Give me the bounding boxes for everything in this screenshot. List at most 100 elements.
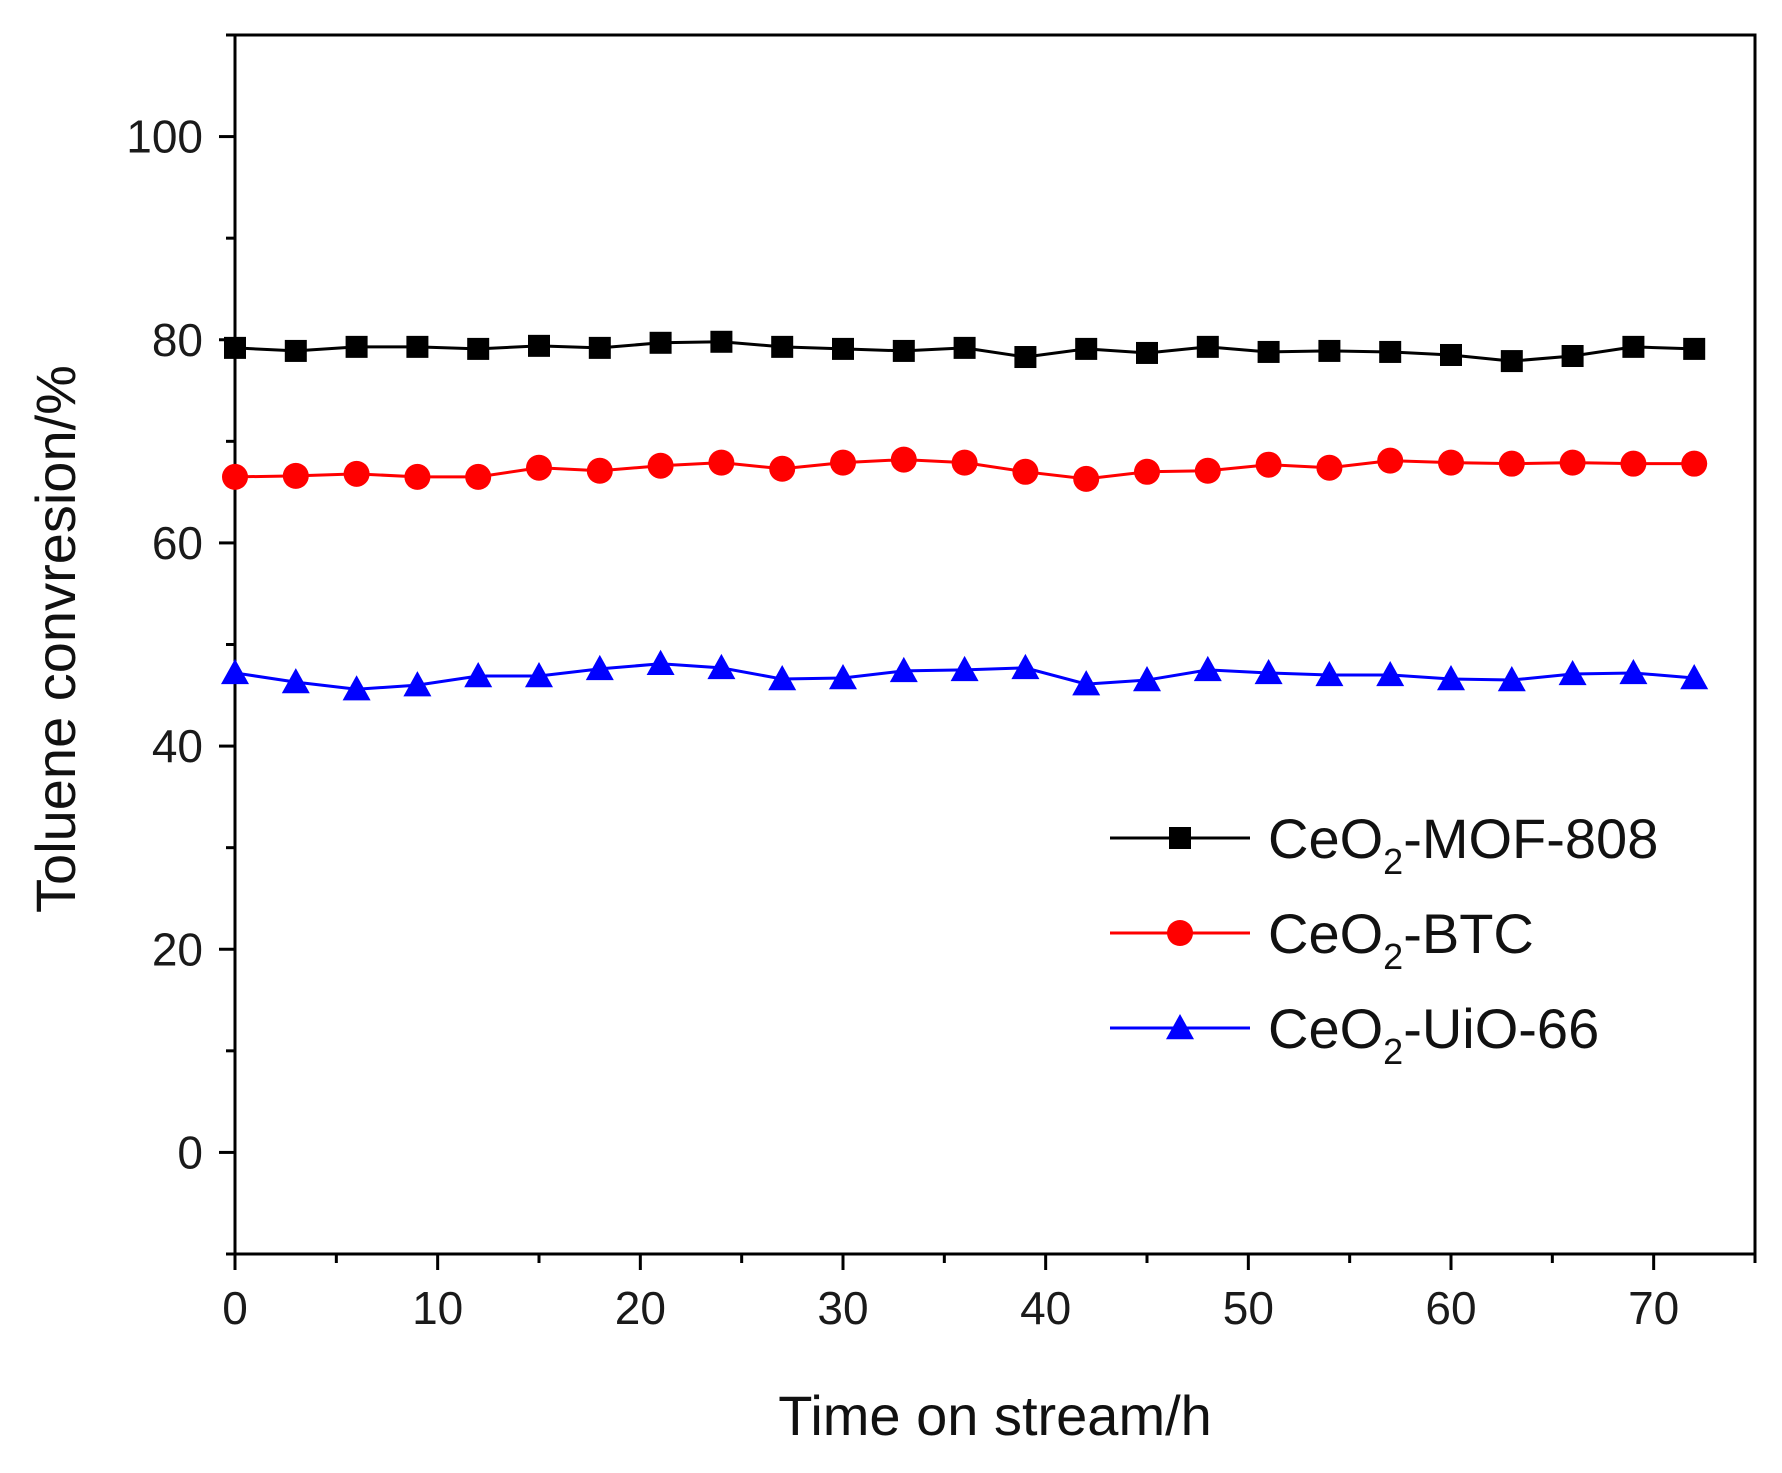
data-point [832,337,854,360]
data-point [950,655,979,682]
data-point [1440,343,1462,366]
data-point [526,454,552,481]
data-point [467,337,490,360]
data-point [1196,335,1219,358]
data-point [1620,450,1647,477]
data-point [528,334,550,357]
data-point [1438,449,1464,476]
data-point [1134,458,1160,485]
data-point [282,462,309,489]
legend-marker [1169,827,1191,849]
data-point [342,675,371,701]
data-point [710,330,733,353]
legend: CeO2-MOF-808 CeO2-BTC CeO2-UiO-66 [1110,807,1658,1072]
data-point [224,336,246,359]
data-point [585,654,614,681]
data-point [222,463,248,490]
data-point [1133,666,1161,692]
data-point [1558,659,1587,686]
data-point [1136,341,1158,364]
x-tick-label: 0 [222,1282,248,1334]
data-point [1318,339,1341,362]
data-point [281,668,310,694]
data-point [1498,450,1525,477]
series-0 [224,330,1706,373]
data-point [1315,660,1344,687]
data-point [1681,450,1708,477]
legend-label: CeO2-UiO-66 [1268,997,1599,1072]
data-point [890,446,917,473]
y-tick-label: 60 [152,517,203,569]
data-point [1073,465,1100,492]
legend-label: CeO2-BTC [1268,902,1534,977]
data-point [525,661,553,688]
x-tick-label: 60 [1425,1282,1476,1334]
y-tick-label: 0 [177,1126,203,1178]
data-point [1622,335,1645,358]
data-point [1011,653,1040,680]
x-tick-label: 70 [1628,1282,1679,1334]
data-point [1683,337,1706,360]
legend-item: CeO2-MOF-808 [1110,807,1658,882]
data-point [1437,665,1465,691]
series-1 [222,446,1708,492]
data-point [889,656,918,683]
data-point [464,661,493,688]
data-point [647,452,674,479]
data-point [646,649,675,676]
data-point [951,449,978,476]
data-point [1255,451,1282,478]
legend-item: CeO2-UiO-66 [1110,997,1599,1072]
x-tick-label: 30 [817,1282,868,1334]
x-tick-label: 50 [1223,1282,1274,1334]
data-point [1014,346,1037,369]
data-point [830,449,856,476]
legend-item: CeO2-BTC [1110,902,1534,977]
data-point [406,335,429,358]
x-tick-label: 10 [412,1282,463,1334]
x-tick-label: 40 [1020,1282,1071,1334]
data-point [1072,670,1101,696]
data-point [1257,340,1280,363]
y-tick-label: 80 [152,314,203,366]
data-point [284,339,307,362]
data-point [404,463,431,490]
data-point [768,665,797,691]
data-point [221,658,249,685]
plot-frame [233,33,1757,1256]
data-point [1012,458,1039,485]
legend-label: CeO2-MOF-808 [1268,807,1658,882]
data-point [586,457,613,484]
y-tick-label: 40 [152,720,203,772]
legend-marker [1167,920,1193,946]
y-tick-label: 20 [152,923,203,975]
x-axis-title: Time on stream/h [778,1384,1212,1447]
y-axis-title: Toluene convresion/% [24,365,87,913]
legend-marker [1166,1014,1194,1040]
data-point [892,339,915,362]
plot-area [221,330,1709,701]
data-point [1376,660,1405,687]
data-point [1619,658,1648,685]
data-point [1379,340,1402,363]
data-point [829,664,857,690]
data-point [345,335,368,358]
data-point [708,449,735,476]
data-point [403,671,432,697]
data-point [1497,666,1526,692]
data-point [1559,449,1586,476]
data-point [343,460,370,487]
axes: 0 10 20 30 40 50 60 70 0 20 40 60 80 100 [126,33,1757,1334]
data-point [1500,350,1523,373]
data-point [1561,345,1584,368]
data-point [1377,447,1404,474]
data-point [1680,664,1709,690]
data-point [771,335,794,358]
x-tick-label: 20 [615,1282,666,1334]
data-point [1193,655,1222,682]
data-point [649,331,672,354]
data-point [953,336,976,359]
data-point [465,463,492,490]
data-point [707,653,736,680]
